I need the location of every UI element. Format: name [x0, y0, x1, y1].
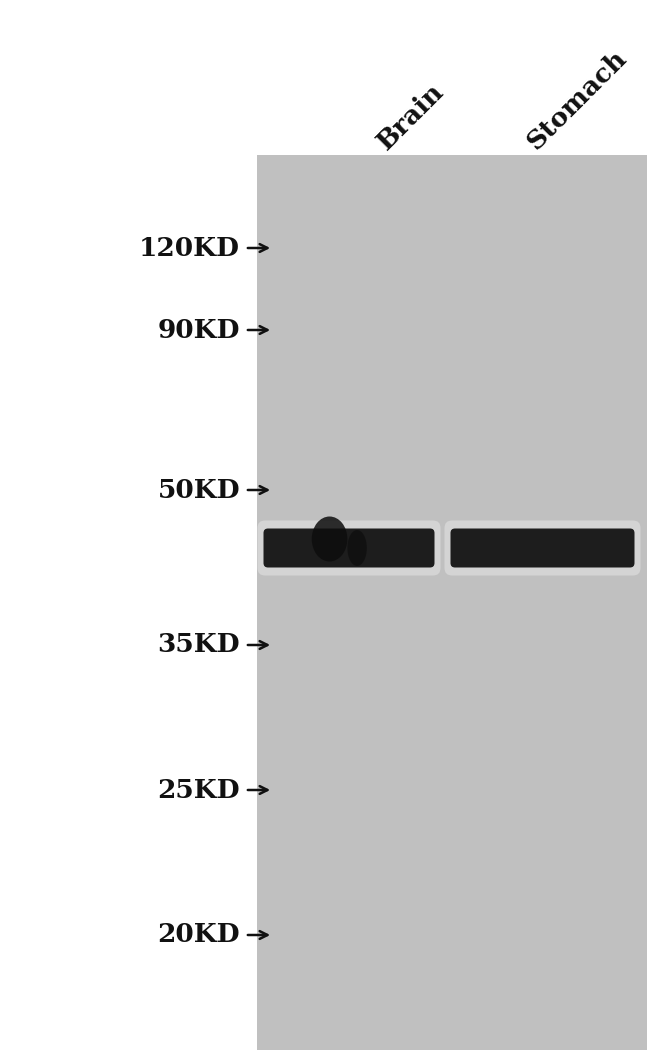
Text: 25KD: 25KD — [157, 777, 240, 803]
Text: Brain: Brain — [372, 79, 448, 155]
Text: 90KD: 90KD — [157, 318, 240, 343]
FancyBboxPatch shape — [450, 529, 634, 567]
Text: 20KD: 20KD — [157, 923, 240, 947]
Text: Stomach: Stomach — [523, 46, 632, 155]
FancyBboxPatch shape — [263, 529, 434, 567]
FancyBboxPatch shape — [257, 520, 441, 576]
FancyBboxPatch shape — [445, 520, 640, 576]
Text: 35KD: 35KD — [157, 633, 240, 657]
Text: 120KD: 120KD — [139, 236, 240, 260]
Bar — [257, 155, 647, 1050]
Text: 50KD: 50KD — [157, 478, 240, 502]
Ellipse shape — [312, 516, 347, 562]
Ellipse shape — [347, 530, 367, 566]
